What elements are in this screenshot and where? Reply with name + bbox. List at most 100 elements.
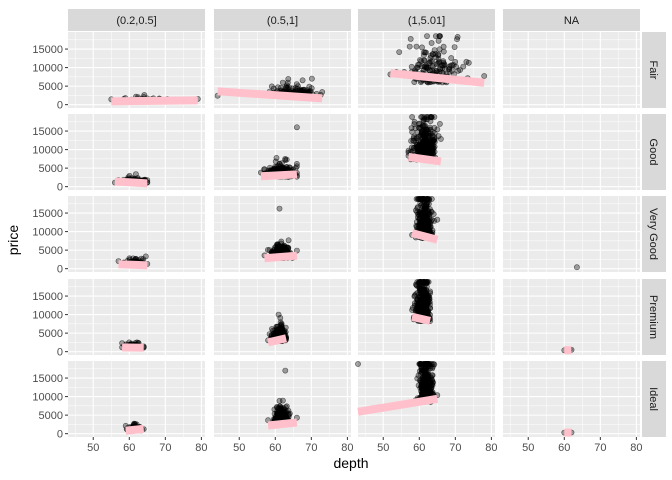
- data-point: [424, 33, 430, 39]
- data-point: [277, 163, 284, 170]
- data-point: [279, 328, 286, 335]
- data-point: [416, 141, 423, 147]
- panel-marks: [112, 171, 151, 188]
- data-point: [451, 44, 458, 50]
- data-point: [435, 133, 442, 139]
- x-tick-label: 80: [195, 442, 207, 454]
- data-point: [420, 198, 427, 204]
- data-point: [455, 67, 461, 74]
- y-tick-label: 0: [57, 182, 63, 194]
- panel-marks: [561, 346, 575, 355]
- data-point: [283, 83, 290, 90]
- data-point: [435, 56, 442, 62]
- data-point: [424, 132, 431, 139]
- data-point: [433, 68, 440, 74]
- column-strip: (0.5,1]: [214, 9, 351, 31]
- y-tick-label: 15000: [32, 126, 63, 138]
- y-tick-label: 5000: [39, 410, 63, 422]
- trend-line: [114, 177, 148, 188]
- data-point: [416, 61, 423, 68]
- data-point: [274, 84, 281, 91]
- data-point: [574, 264, 580, 271]
- data-point: [293, 124, 300, 131]
- data-point: [465, 59, 472, 66]
- column-strip-label: (1,5.01]: [408, 15, 445, 27]
- data-point: [419, 129, 426, 136]
- x-tick-label: 50: [377, 442, 389, 454]
- column-strip: (0.2,0.5]: [68, 9, 205, 31]
- data-point: [406, 43, 413, 50]
- panel: [503, 361, 640, 437]
- data-point: [424, 114, 431, 120]
- data-point: [420, 367, 427, 374]
- y-axis-title: price: [5, 225, 21, 256]
- panel: [503, 279, 640, 355]
- data-point: [279, 247, 285, 253]
- y-tick-label: 5000: [39, 81, 63, 93]
- y-tick-label: 15000: [32, 373, 63, 385]
- panel-background: [503, 114, 640, 190]
- panel-marks: [214, 75, 326, 103]
- data-point: [449, 68, 455, 74]
- data-point: [355, 361, 361, 367]
- data-point: [274, 414, 281, 421]
- trend-line: [411, 312, 431, 325]
- data-point: [418, 296, 425, 303]
- data-point: [299, 77, 306, 84]
- data-point: [428, 142, 435, 149]
- y-tick-label: 10000: [32, 63, 63, 75]
- data-point: [426, 361, 433, 367]
- y-tick-label: 15000: [32, 291, 63, 303]
- data-point: [421, 63, 428, 70]
- data-point: [422, 49, 428, 56]
- panel-background: [503, 279, 640, 355]
- data-point: [428, 144, 435, 151]
- column-strip-label: (0.2,0.5]: [116, 15, 156, 27]
- data-point: [428, 208, 434, 215]
- data-point: [292, 164, 299, 171]
- data-point: [307, 88, 314, 95]
- data-point: [412, 307, 419, 314]
- data-point: [282, 367, 289, 374]
- y-tick-label: 0: [57, 347, 63, 359]
- data-point: [446, 63, 453, 70]
- trend-line: [260, 170, 298, 181]
- x-tick-label: 50: [522, 442, 534, 454]
- data-point: [418, 58, 425, 64]
- y-tick-label: 15000: [32, 208, 63, 220]
- data-point: [441, 62, 448, 69]
- data-point: [427, 288, 433, 295]
- data-point: [427, 67, 433, 74]
- data-point: [428, 52, 434, 59]
- y-tick-label: 15000: [32, 44, 63, 56]
- data-point: [295, 83, 301, 89]
- panel: [68, 361, 205, 437]
- data-point: [429, 372, 435, 379]
- trend-line: [264, 251, 298, 263]
- x-tick-label: 70: [594, 442, 606, 454]
- data-point: [410, 137, 417, 144]
- x-tick-label: 80: [341, 442, 353, 454]
- row-strip-label: Very Good: [647, 208, 659, 260]
- row-strip: Premium: [642, 279, 666, 355]
- data-point: [427, 305, 433, 312]
- panel-marks: [574, 264, 580, 271]
- data-point: [423, 381, 430, 388]
- data-point: [285, 237, 292, 244]
- data-point: [278, 320, 285, 327]
- data-point: [283, 156, 290, 163]
- x-axis-title: depth: [333, 455, 368, 471]
- y-tick-label: 10000: [32, 392, 63, 404]
- data-point: [416, 302, 423, 309]
- y-tick-label: 10000: [32, 145, 63, 157]
- panel: [68, 32, 205, 108]
- data-point: [429, 139, 436, 146]
- data-point: [422, 137, 429, 144]
- data-point: [413, 43, 420, 50]
- x-tick-label: 70: [305, 442, 317, 454]
- panel: [503, 114, 640, 190]
- x-tick-label: 70: [159, 442, 171, 454]
- row-strip-label: Good: [647, 139, 659, 166]
- x-tick-label: 60: [123, 442, 135, 454]
- data-point: [425, 196, 432, 202]
